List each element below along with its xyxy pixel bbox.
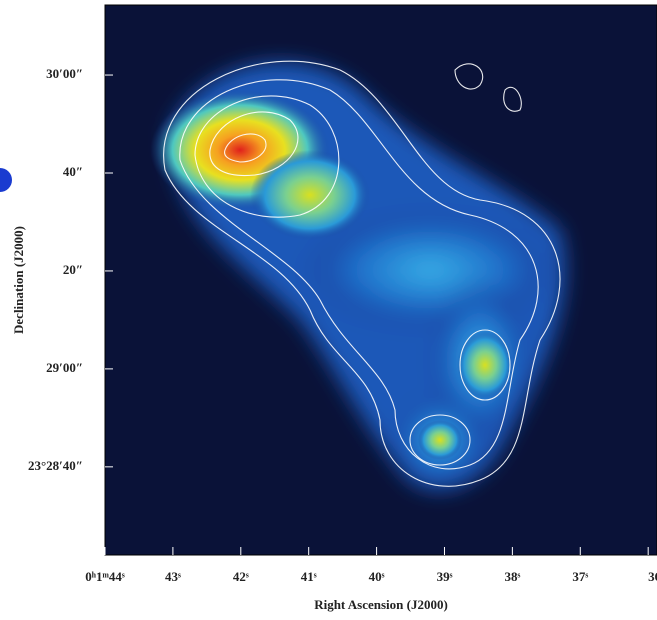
x-tick-label: 40ˢ (369, 569, 385, 584)
y-tick-label: 23°28′40″ (28, 458, 83, 473)
y-tick-label: 20″ (63, 262, 83, 277)
marker (0, 168, 12, 192)
y-tick-label: 40″ (63, 164, 83, 179)
y-tick-label: 30′00″ (46, 66, 83, 81)
x-tick-label: 39ˢ (437, 569, 453, 584)
frame (104, 4, 657, 556)
x-tick-label: 41ˢ (301, 569, 317, 584)
y-axis-label: Declination (J2000) (11, 226, 26, 334)
x-tick-label: 37ˢ (572, 569, 588, 584)
y-tick-label: 29′00″ (46, 360, 83, 375)
x-tick-label: 42ˢ (233, 569, 249, 584)
x-tick-label: 43ˢ (165, 569, 181, 584)
x-tick-label: 36 (648, 569, 657, 584)
x-tick-label: 0ʰ1ᵐ44ˢ (85, 569, 125, 584)
x-tick-label: 38ˢ (504, 569, 520, 584)
x-axis-label: Right Ascension (J2000) (314, 597, 448, 612)
image (105, 5, 657, 555)
